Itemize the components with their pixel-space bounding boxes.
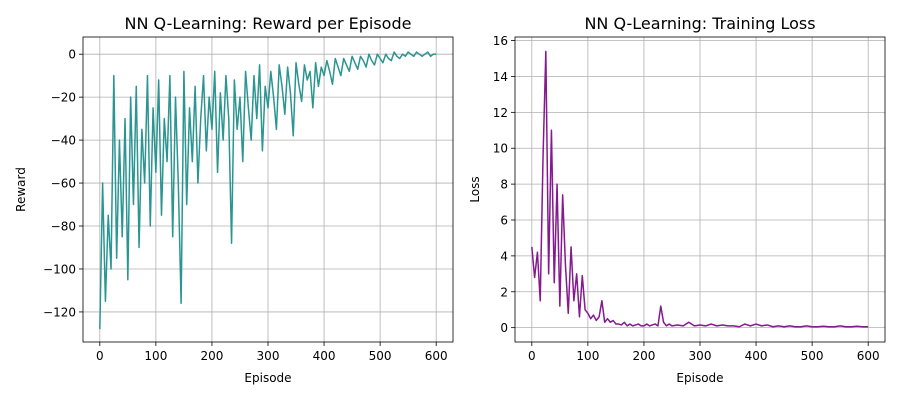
x-tick-label: 200	[632, 349, 655, 363]
x-tick-label: 400	[313, 349, 336, 363]
x-tick-label: 0	[528, 349, 536, 363]
chart-loss: 0 100 200 300 400 500 600 0 2 4 6 8 10 12 14 16 Episode L…	[468, 14, 886, 385]
y-tick-label: 0	[500, 321, 508, 335]
y-tick-label: 0	[68, 48, 76, 62]
y-tick-label: 12	[493, 106, 508, 120]
x-tick-label: 300	[257, 349, 280, 363]
y-tick-label: 10	[493, 142, 508, 156]
x-axis-label: Episode	[244, 371, 291, 385]
x-tick-label: 600	[425, 349, 448, 363]
y-tick-label: 4	[500, 249, 508, 263]
chart-reward: 0 100 200 300 400 500 600 −120 −100 −80 −60 −40 −20 0…	[14, 14, 454, 385]
x-tick-label: 300	[689, 349, 712, 363]
y-tick-label: −120	[43, 305, 76, 319]
y-tick-label: 16	[493, 34, 508, 48]
y-tick-label: −20	[51, 91, 76, 105]
y-tick-label: −100	[43, 262, 76, 276]
y-tick-label: −80	[51, 220, 76, 234]
y-axis-label: Reward	[14, 167, 28, 212]
y-tick-label: 2	[500, 285, 508, 299]
x-tick-label: 500	[369, 349, 392, 363]
y-tick-label: 6	[500, 214, 508, 228]
chart-title: NN Q-Learning: Training Loss	[584, 14, 815, 33]
y-tick-label: 8	[500, 178, 508, 192]
x-tick-label: 500	[801, 349, 824, 363]
chart-title: NN Q-Learning: Reward per Episode	[125, 14, 412, 33]
series-line	[99, 51, 437, 330]
y-tick-label: −40	[51, 134, 76, 148]
x-tick-label: 0	[96, 349, 104, 363]
x-tick-label: 200	[200, 349, 223, 363]
series-line	[531, 50, 869, 328]
x-tick-label: 400	[745, 349, 768, 363]
y-tick-label: 14	[493, 70, 508, 84]
x-tick-label: 600	[857, 349, 880, 363]
y-tick-label: −60	[51, 177, 76, 191]
x-axis-label: Episode	[676, 371, 723, 385]
y-axis-label: Loss	[468, 176, 482, 202]
x-tick-label: 100	[144, 349, 167, 363]
x-tick-label: 100	[576, 349, 599, 363]
